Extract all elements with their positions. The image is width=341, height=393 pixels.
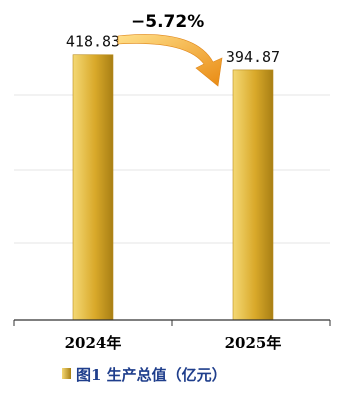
data-label-2025: 394.87	[226, 48, 280, 66]
change-arrow	[117, 34, 223, 87]
bars	[72, 54, 274, 321]
x-tick-labels: 2024年 2025年	[65, 334, 282, 352]
data-labels: 418.83 394.87	[66, 33, 280, 66]
data-label-2024: 418.83	[66, 33, 120, 51]
bar-2025	[232, 69, 274, 321]
legend: 图1 生产总值（亿元）	[62, 366, 227, 384]
gridlines	[14, 94, 330, 244]
change-percentage-label: −5.72%	[131, 12, 204, 32]
legend-entry-label: 图1 生产总值（亿元）	[76, 366, 227, 384]
x-tick-label-2024: 2024年	[65, 334, 122, 352]
bar-2024	[72, 54, 114, 321]
legend-swatch	[62, 368, 71, 379]
x-tick-label-2025: 2025年	[225, 334, 282, 352]
curved-arrow-icon	[117, 34, 223, 87]
